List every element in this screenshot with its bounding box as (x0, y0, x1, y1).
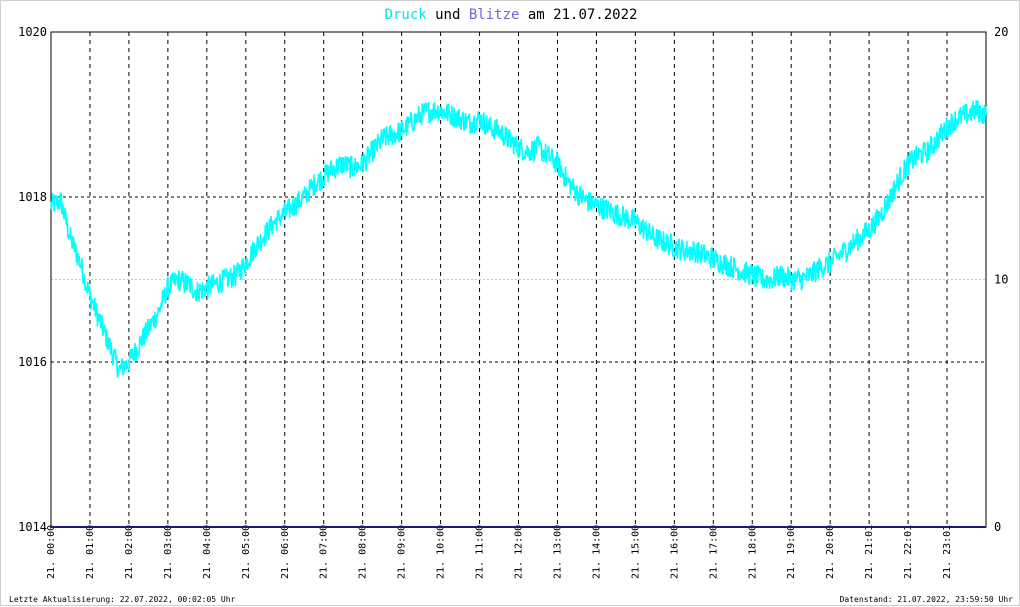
x-tick-label: 21. 18:00 (747, 525, 758, 579)
series-line-druck (50, 100, 987, 378)
x-tick-label: 21. 14:00 (591, 525, 602, 579)
left-axis-ticks: 1014 1016 1018 1020 (18, 25, 47, 534)
y-left-tick-label: 1020 (18, 25, 47, 39)
y-right-tick-label: 10 (994, 273, 1008, 287)
x-axis-ticks: 21. 00:00 21. 01:00 21. 02:00 21. 03:00 21. … (46, 525, 953, 579)
x-tick-label: 21. 03:00 (163, 525, 174, 579)
footer-data-status: Datenstand: 21.07.2022, 23:59:50 Uhr (840, 595, 1014, 604)
title-date: am 21.07.2022 (519, 7, 637, 23)
x-tick-label: 21. 22:01 (903, 525, 914, 579)
grid-lines (50, 31, 986, 528)
x-tick-label: 21. 17:00 (708, 525, 719, 579)
x-tick-label: 21. 08:00 (358, 525, 369, 579)
y-right-tick-label: 0 (994, 520, 1001, 534)
x-tick-label: 21. 09:00 (397, 525, 408, 579)
footer-last-update: Letzte Aktualisierung: 22.07.2022, 00:02… (9, 595, 236, 604)
x-tick-label: 21. 20:00 (825, 525, 836, 579)
x-tick-label: 21. 06:00 (280, 525, 291, 579)
series-group (50, 100, 987, 528)
y-left-tick-label: 1018 (18, 190, 47, 204)
x-tick-label: 21. 00:00 (46, 525, 57, 579)
x-tick-label: 21. 13:00 (552, 525, 563, 579)
chart-title: Druck und Blitze am 21.07.2022 (385, 7, 638, 23)
x-tick-label: 21. 01:00 (85, 525, 96, 579)
x-tick-label: 21. 10:00 (436, 525, 447, 579)
y-right-tick-label: 20 (994, 25, 1008, 39)
x-tick-label: 21. 02:00 (124, 525, 135, 579)
title-und: und (427, 7, 469, 23)
x-tick-label: 21. 11:00 (475, 525, 486, 579)
x-tick-label: 21. 19:00 (786, 525, 797, 579)
x-tick-label: 21. 16:00 (669, 525, 680, 579)
y-left-tick-label: 1014 (18, 520, 47, 534)
title-blitze: Blitze (469, 7, 520, 23)
x-tick-label: 21. 07:00 (319, 525, 330, 579)
x-tick-label: 21. 15:00 (630, 525, 641, 579)
x-tick-label: 21. 05:00 (241, 525, 252, 579)
y-left-tick-label: 1016 (18, 355, 47, 369)
title-druck: Druck (385, 7, 428, 23)
x-tick-label: 21. 04:00 (202, 525, 213, 579)
x-tick-label: 21. 12:00 (514, 525, 525, 579)
x-tick-label: 21. 23:01 (942, 525, 953, 579)
x-tick-label: 21. 21:01 (864, 525, 875, 579)
right-axis-ticks: 0 10 20 (994, 25, 1008, 534)
